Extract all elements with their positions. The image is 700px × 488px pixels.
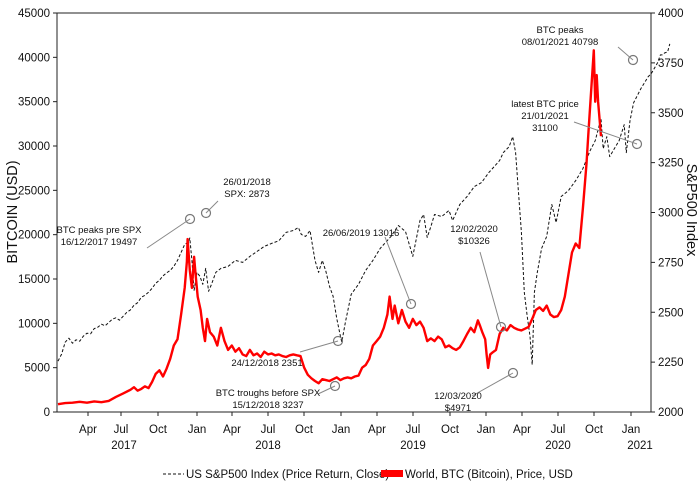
annotation-marker bbox=[507, 367, 519, 379]
x-tick-label: Jul bbox=[406, 424, 421, 436]
x-year-label: 2017 bbox=[111, 440, 137, 452]
x-year-label: 2020 bbox=[545, 440, 571, 452]
left-axis-title: BITCOIN (USD) bbox=[5, 160, 21, 263]
annotation-text: 12/03/2020 bbox=[434, 391, 482, 402]
right-tick-label: 2000 bbox=[658, 407, 684, 419]
annotation-marker bbox=[332, 335, 344, 347]
annotation-text: 26/01/2018 bbox=[223, 177, 271, 188]
right-tick-label: 4000 bbox=[658, 8, 684, 20]
right-tick-label: 2500 bbox=[658, 307, 684, 319]
annotation-text: $10326 bbox=[458, 236, 490, 247]
x-year-label: 2019 bbox=[400, 440, 426, 452]
x-year-label: 2018 bbox=[255, 440, 281, 452]
left-tick-label: 40000 bbox=[18, 52, 50, 64]
x-tick-label: Jan bbox=[332, 424, 351, 436]
annotation-marker bbox=[200, 207, 212, 219]
x-tick-label: Oct bbox=[295, 424, 314, 436]
x-tick-label: Apr bbox=[223, 424, 241, 436]
annotation-marker bbox=[627, 54, 639, 66]
annotation-text: 21/01/2021 bbox=[521, 111, 569, 122]
right-tick-label: 3000 bbox=[658, 208, 684, 220]
right-tick-label: 2750 bbox=[658, 257, 684, 269]
annotation-marker bbox=[329, 380, 341, 392]
annotation-text: 15/12/2018 3237 bbox=[232, 400, 303, 411]
annotation-text: SPX: 2873 bbox=[224, 189, 269, 200]
annotation-text: BTC peaks pre SPX bbox=[56, 225, 142, 236]
left-tick-label: 45000 bbox=[18, 8, 50, 20]
left-tick-label: 0 bbox=[44, 407, 50, 419]
x-tick-label: Jan bbox=[477, 424, 496, 436]
left-tick-label: 10000 bbox=[18, 318, 50, 330]
annotation-text: BTC troughs before SPX bbox=[216, 388, 321, 399]
annotation-marker bbox=[405, 298, 417, 310]
annotation-text: 12/02/2020 bbox=[450, 224, 498, 235]
plot-frame bbox=[56, 12, 652, 413]
annotation-leader bbox=[317, 385, 336, 395]
annotation-text: BTC peaks bbox=[537, 25, 584, 36]
annotation-marker bbox=[495, 321, 507, 333]
right-tick-label: 3500 bbox=[658, 108, 684, 120]
btc-series-line bbox=[57, 49, 603, 406]
spx-series-line bbox=[57, 43, 671, 366]
left-tick-label: 35000 bbox=[18, 97, 50, 109]
annotation-leader bbox=[479, 251, 502, 328]
x-tick-label: Jan bbox=[622, 424, 641, 436]
annotation-text: 31100 bbox=[532, 123, 558, 134]
annotation-text: 08/01/2021 40798 bbox=[522, 37, 599, 48]
annotation-text: 26/06/2019 13016 bbox=[323, 228, 400, 239]
annotation-text: $4971 bbox=[445, 403, 471, 414]
x-tick-label: Jul bbox=[551, 424, 566, 436]
left-tick-label: 20000 bbox=[18, 230, 50, 242]
annotation-text: latest BTC price bbox=[511, 99, 579, 110]
x-tick-label: Jan bbox=[188, 424, 207, 436]
x-tick-label: Apr bbox=[513, 424, 531, 436]
annotation-leader bbox=[573, 121, 638, 145]
x-year-label: 2021 bbox=[627, 440, 653, 452]
x-tick-label: Oct bbox=[149, 424, 168, 436]
legend-btc-label: World, BTC (Bitcoin), Price, USD bbox=[405, 469, 573, 481]
annotation-text: 16/12/2017 19497 bbox=[61, 237, 138, 248]
x-tick-label: Oct bbox=[585, 424, 604, 436]
annotation-leader bbox=[146, 218, 191, 249]
x-tick-label: Oct bbox=[441, 424, 460, 436]
annotation-leader bbox=[471, 372, 514, 397]
annotation-leader bbox=[384, 236, 412, 305]
left-tick-label: 5000 bbox=[24, 363, 50, 375]
annotation-marker bbox=[631, 138, 643, 150]
left-tick-label: 15000 bbox=[18, 274, 50, 286]
right-axis-title: S&P500 Index bbox=[683, 164, 699, 257]
x-tick-label: Jul bbox=[114, 424, 129, 436]
right-tick-label: 2250 bbox=[658, 357, 684, 369]
annotation-leader bbox=[205, 200, 219, 214]
x-tick-label: Jul bbox=[261, 424, 276, 436]
right-tick-label: 3750 bbox=[658, 58, 684, 70]
x-tick-label: Apr bbox=[368, 424, 386, 436]
right-tick-label: 3250 bbox=[658, 158, 684, 170]
left-tick-label: 30000 bbox=[18, 141, 50, 153]
annotation-marker bbox=[184, 213, 196, 225]
annotation-text: 24/12/2018 2351 bbox=[231, 358, 302, 369]
x-tick-label: Apr bbox=[79, 424, 97, 436]
legend-spx-label: US S&P500 Index (Price Return, Close) bbox=[186, 469, 389, 481]
left-tick-label: 25000 bbox=[18, 185, 50, 197]
annotation-leader bbox=[617, 46, 634, 61]
legend-btc-swatch bbox=[381, 470, 403, 477]
annotation-leader bbox=[299, 340, 339, 353]
